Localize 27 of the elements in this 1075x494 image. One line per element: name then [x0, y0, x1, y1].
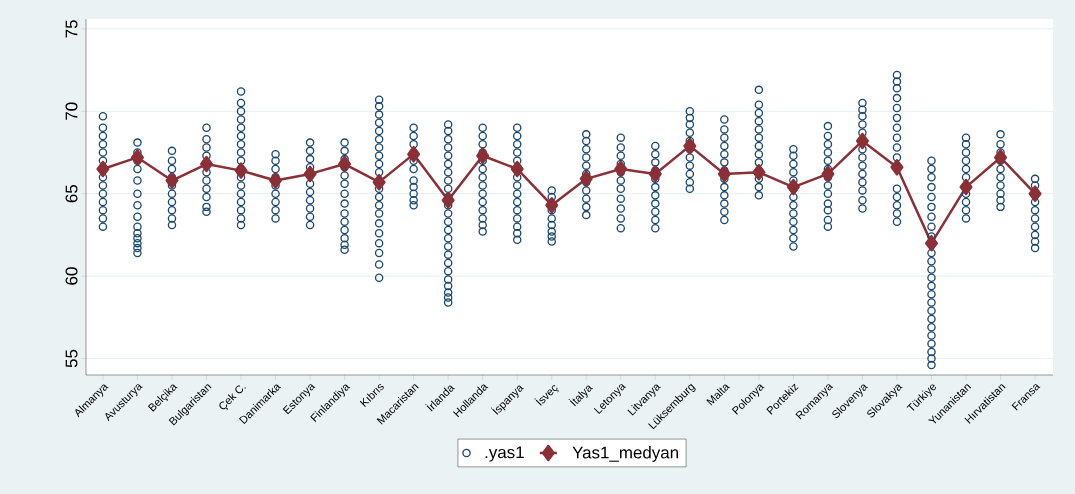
point: [165, 172, 179, 189]
point: [959, 178, 973, 196]
y-tick-label: 70: [65, 102, 78, 120]
point: [338, 155, 352, 173]
point: [407, 145, 421, 163]
y-tick-label: 65: [65, 184, 78, 203]
point: [130, 149, 144, 166]
point: [683, 137, 697, 155]
y-tick-label: 55: [65, 349, 78, 368]
point: [821, 165, 835, 183]
point: [994, 149, 1008, 166]
legend-label: Yas1_medyan: [572, 446, 678, 462]
y-tick-label: 60: [65, 267, 78, 285]
legend-label: .yas1: [485, 446, 524, 462]
point: [579, 170, 593, 188]
point: [614, 160, 628, 178]
point: [890, 159, 904, 176]
y-tick-label: 75: [65, 20, 78, 38]
point: [648, 165, 662, 183]
point: [717, 165, 731, 183]
point: [476, 147, 490, 165]
point: [441, 192, 455, 209]
point: [303, 165, 317, 183]
point: [786, 178, 800, 196]
point: [269, 172, 283, 189]
point: [372, 173, 386, 191]
point: [924, 234, 938, 252]
